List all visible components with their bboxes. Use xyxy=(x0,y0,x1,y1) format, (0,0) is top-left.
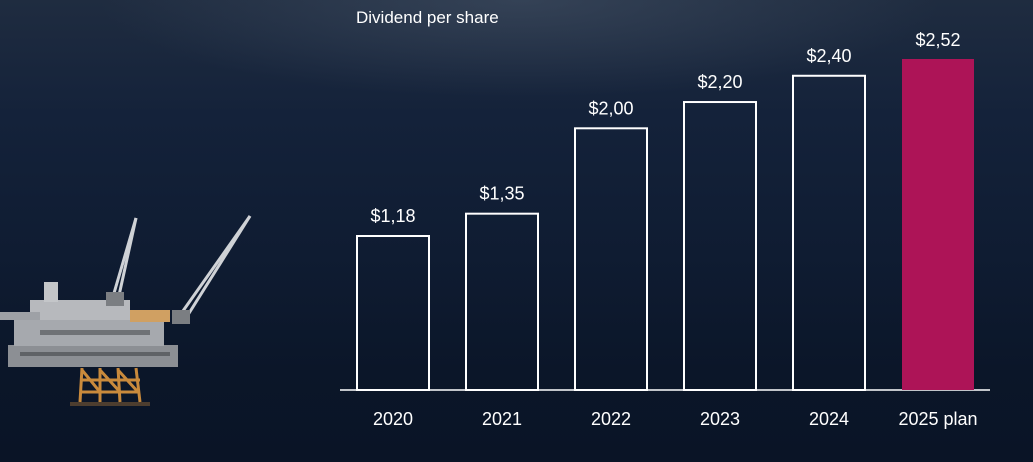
bar-2023 xyxy=(683,101,757,392)
x-tick-label: 2022 xyxy=(591,409,631,429)
data-label: $2,20 xyxy=(697,72,742,92)
x-tick-label: 2021 xyxy=(482,409,522,429)
data-label: $2,00 xyxy=(588,98,633,118)
data-label: $2,52 xyxy=(915,30,960,50)
bar-2022 xyxy=(574,127,648,392)
x-tick-label: 2024 xyxy=(809,409,849,429)
chart-title: Dividend per share xyxy=(356,8,499,27)
data-label: $1,35 xyxy=(479,184,524,204)
data-label: $2,40 xyxy=(806,46,851,66)
bar-2021 xyxy=(465,212,539,391)
bar-2020 xyxy=(356,235,430,391)
x-tick-label: 2025 plan xyxy=(898,409,977,429)
x-tick-label: 2020 xyxy=(373,409,413,429)
x-tick-label: 2023 xyxy=(700,409,740,429)
bar-2025-plan xyxy=(902,59,974,390)
data-label: $1,18 xyxy=(370,206,415,226)
bar-2024 xyxy=(792,74,866,391)
